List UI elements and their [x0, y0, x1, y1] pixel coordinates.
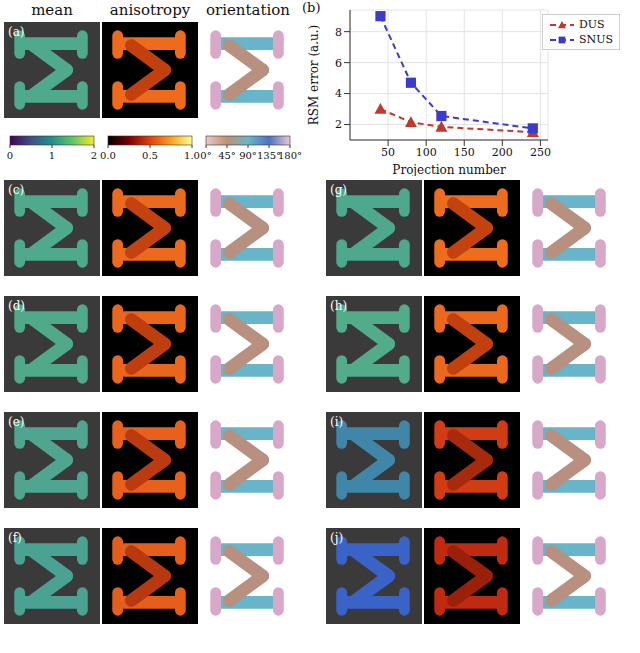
svg-text:(g): (g)	[330, 183, 347, 197]
svg-text:1: 1	[49, 150, 55, 161]
svg-text:1.0: 1.0	[184, 150, 200, 161]
svg-text:(c): (c)	[8, 183, 24, 197]
svg-text:8: 8	[335, 26, 342, 39]
svg-text:200: 200	[492, 146, 513, 159]
html-text:(b): (b)	[302, 0, 321, 15]
svg-text:250: 250	[530, 146, 551, 159]
svg-text:Projection number: Projection number	[392, 163, 506, 176]
svg-text:150: 150	[454, 146, 475, 159]
svg-text:135°: 135°	[257, 150, 281, 161]
html-text:mean: mean	[31, 1, 73, 19]
svg-text:90°: 90°	[239, 150, 257, 161]
svg-text:(a): (a)	[8, 25, 25, 39]
svg-text:100: 100	[416, 146, 437, 159]
svg-text:RSM error (a.u.): RSM error (a.u.)	[307, 25, 321, 126]
html-text:SNUS: SNUS	[579, 33, 613, 46]
html-text:DUS: DUS	[579, 18, 605, 31]
html-text:orientation: orientation	[206, 1, 290, 19]
svg-text:(f): (f)	[8, 531, 22, 545]
svg-text:0.5: 0.5	[142, 150, 158, 161]
svg-text:2: 2	[335, 118, 342, 131]
svg-text:4: 4	[335, 87, 342, 100]
svg-text:180°: 180°	[278, 150, 302, 161]
svg-text:(e): (e)	[8, 415, 24, 429]
svg-text:2: 2	[91, 150, 97, 161]
svg-text:50: 50	[381, 146, 395, 159]
svg-text:45°: 45°	[218, 150, 236, 161]
svg-text:6: 6	[335, 57, 342, 70]
svg-text:(h): (h)	[330, 299, 347, 313]
svg-text:(j): (j)	[330, 531, 343, 545]
html-text:anisotropy: anisotropy	[109, 1, 191, 19]
svg-text:0°: 0°	[200, 150, 211, 161]
svg-text:0: 0	[7, 150, 13, 161]
svg-text:(d): (d)	[8, 299, 25, 313]
svg-text:(i): (i)	[330, 415, 343, 429]
svg-text:0.0: 0.0	[100, 150, 116, 161]
